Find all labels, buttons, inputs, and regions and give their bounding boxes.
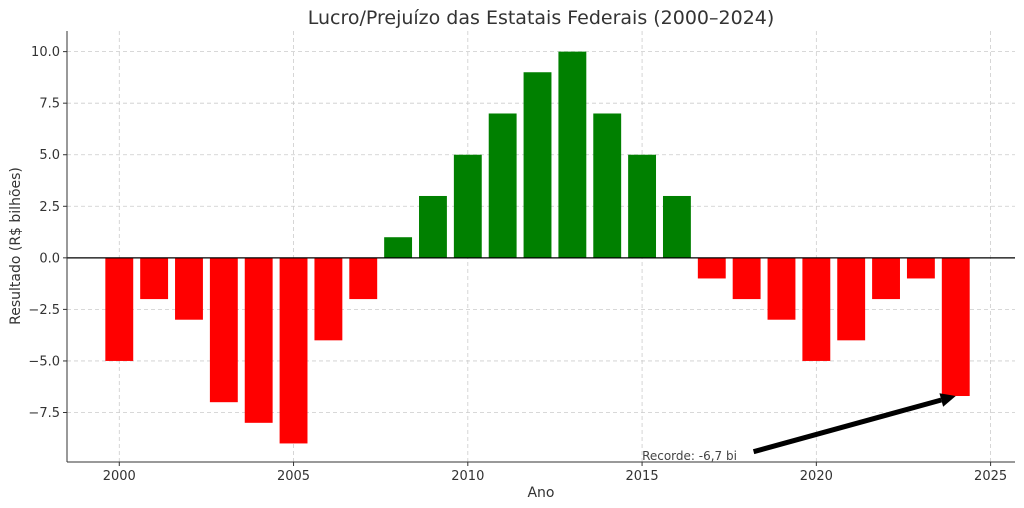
bar-2008 (384, 237, 413, 258)
bar-2019 (767, 257, 796, 320)
bar-2000 (105, 257, 134, 361)
y-tick-label: −5.0 (28, 354, 60, 369)
x-tick-label: 2025 (974, 469, 1007, 484)
bar-2007 (349, 257, 378, 300)
bar-2006 (314, 257, 343, 341)
bar-2012 (523, 72, 552, 258)
bar-2013 (558, 51, 587, 258)
y-tick-label: 2.5 (39, 200, 60, 215)
annotation: Recorde: -6,7 bi (642, 393, 956, 463)
annotation-arrow-shaft (752, 397, 942, 455)
bar-2016 (662, 195, 691, 258)
y-tick-label: −2.5 (28, 303, 60, 318)
x-tick-label: 2005 (277, 469, 310, 484)
y-axis-label: Resultado (R$ bilhões) (8, 167, 24, 325)
bar-2021 (837, 257, 866, 341)
bar-2010 (453, 154, 482, 258)
bar-2023 (906, 257, 935, 279)
bar-2009 (419, 195, 447, 258)
bar-2024 (941, 257, 970, 397)
bar-2003 (209, 257, 238, 403)
bar-2015 (628, 154, 657, 258)
y-tick-label: −7.5 (28, 406, 60, 421)
bar-2004 (244, 257, 273, 423)
y-tick-label: 10.0 (31, 45, 60, 60)
x-axis-label: Ano (527, 485, 554, 501)
x-tick-label: 2000 (103, 469, 136, 484)
bar-2005 (279, 257, 308, 444)
x-tick-label: 2020 (800, 469, 833, 484)
y-tick-label: 0.0 (39, 251, 60, 266)
bar-2022 (872, 257, 900, 300)
bar-2001 (140, 257, 169, 300)
bar-2020 (802, 257, 831, 361)
x-tick-label: 2010 (451, 469, 484, 484)
bar-2018 (732, 257, 761, 300)
y-tick-label: 5.0 (39, 148, 60, 163)
bar-2014 (593, 113, 622, 258)
annotation-text: Recorde: -6,7 bi (642, 449, 737, 463)
chart-title: Lucro/Prejuízo das Estatais Federais (20… (308, 7, 775, 29)
tick-labels: 2000 2005 2010 2015 2020 2025 −7.5 −5.0 −2.5 0.0 2… (28, 45, 1007, 484)
x-tick-label: 2015 (626, 469, 659, 484)
y-tick-label: 7.5 (39, 97, 60, 112)
bar-2002 (175, 257, 203, 320)
bar-2017 (697, 257, 726, 279)
bars (105, 51, 970, 444)
annotation-arrow-head (939, 393, 956, 407)
bar-2011 (488, 113, 517, 258)
